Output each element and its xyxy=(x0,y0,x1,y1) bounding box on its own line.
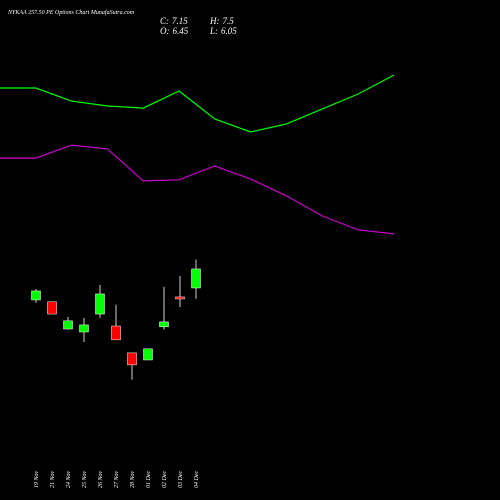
indicator-line xyxy=(0,74,395,133)
x-tick-label: 24 Nov xyxy=(65,470,72,488)
ohlc-value: 7.5 xyxy=(223,16,235,26)
ohlc-readout: O: 6.45 xyxy=(160,26,189,36)
ohlc-readout: L: 6.05 xyxy=(209,26,237,36)
x-tick-label: 04 Dec xyxy=(193,471,200,488)
ohlc-value: 6.45 xyxy=(173,26,189,36)
x-tick-label: 02 Dec xyxy=(162,471,168,488)
x-tick-label: 26 Nov xyxy=(98,470,104,488)
candle-body xyxy=(175,296,185,300)
ohlc-label: C: xyxy=(160,16,169,26)
candle-body xyxy=(143,348,153,361)
candle-body xyxy=(63,320,73,330)
x-tick-label: 19 Nov xyxy=(34,470,40,488)
ohlc-label: L: xyxy=(209,26,218,36)
candle-body xyxy=(159,321,169,328)
x-tick-label: 25 Nov xyxy=(82,470,88,488)
candle-body xyxy=(95,293,105,315)
x-tick-label: 21 Nov xyxy=(50,470,56,488)
ohlc-label: H: xyxy=(209,16,220,26)
candle-body xyxy=(191,268,201,289)
ohlc-value: 6.05 xyxy=(221,26,237,36)
candle-body xyxy=(79,324,89,333)
x-tick-label: 01 Dec xyxy=(146,471,152,488)
candle-body xyxy=(31,290,41,301)
candle-body xyxy=(47,301,57,315)
candle-body xyxy=(127,352,137,366)
ohlc-value: 7.15 xyxy=(172,16,188,26)
indicator-line xyxy=(0,144,395,235)
ohlc-readout: C: 7.15 xyxy=(160,16,188,26)
x-tick-label: 27 Nov xyxy=(114,470,120,488)
x-tick-label: 03 Dec xyxy=(178,471,184,488)
x-tick-label: 28 Nov xyxy=(130,470,136,488)
candle-body xyxy=(111,325,121,341)
ohlc-readout: H: 7.5 xyxy=(209,16,234,26)
chart-title: NYKAA 257.50 PE Options Chart MunafaSutr… xyxy=(7,9,135,16)
ohlc-label: O: xyxy=(160,26,170,36)
